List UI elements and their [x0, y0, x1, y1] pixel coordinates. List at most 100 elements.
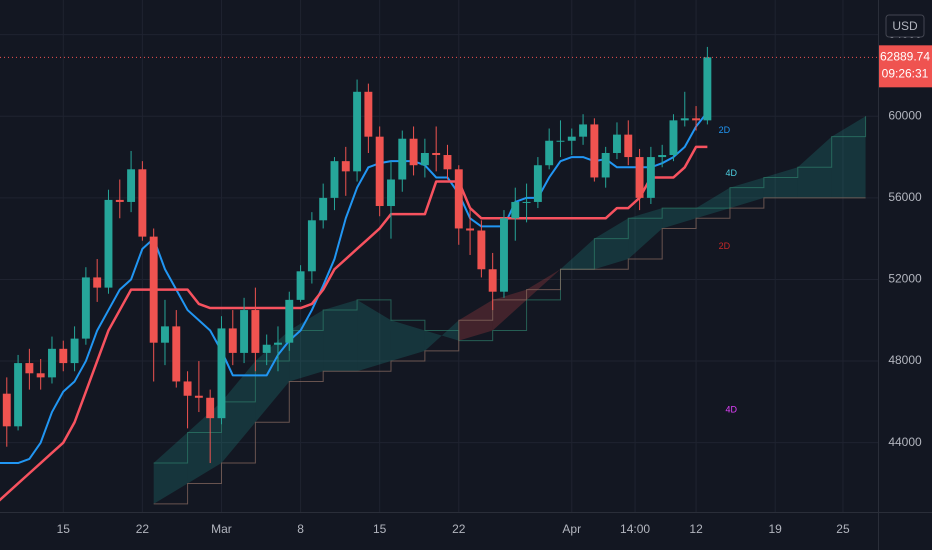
- cloud-segment: [526, 269, 561, 300]
- candle-body: [36, 373, 45, 378]
- candle-body: [228, 328, 237, 353]
- cloud-segment: [763, 167, 798, 198]
- candle-body: [454, 169, 463, 229]
- candle-body: [172, 326, 181, 382]
- x-tick-label: 19: [768, 522, 782, 536]
- candle-body: [296, 271, 305, 300]
- candle-body: [375, 136, 384, 207]
- candle-body: [217, 328, 226, 419]
- candle-body: [669, 120, 678, 156]
- candle-body: [59, 348, 68, 364]
- cloud-segment: [153, 432, 188, 504]
- candle-body: [477, 230, 486, 270]
- candle-body: [70, 338, 79, 364]
- cloud-edge: [153, 197, 866, 505]
- candles: [2, 46, 712, 464]
- candle-body: [81, 277, 90, 339]
- candle-body: [409, 138, 418, 166]
- candle-body: [25, 363, 34, 374]
- candle-body: [48, 348, 56, 378]
- y-tick-label: 48000: [888, 353, 922, 367]
- candle-body: [601, 152, 610, 178]
- x-tick-label: 15: [373, 522, 387, 536]
- cloud-segment: [255, 330, 290, 423]
- candle-body: [646, 157, 655, 198]
- x-tick-label: Apr: [562, 522, 581, 536]
- candle-body: [353, 91, 362, 172]
- y-tick-label: 44000: [888, 435, 922, 449]
- candle-body: [161, 326, 169, 343]
- candle-body: [104, 199, 113, 288]
- indicator-line: [0, 111, 709, 465]
- candle-body: [624, 134, 633, 158]
- candle-body: [443, 155, 452, 170]
- candle-body: [420, 152, 429, 166]
- candle-body: [149, 236, 158, 343]
- y-tick-label: 56000: [888, 190, 922, 204]
- cloud-segment: [729, 177, 764, 209]
- x-tick-label: 12: [689, 522, 703, 536]
- candle-body: [466, 228, 475, 231]
- indicator-line: [0, 145, 708, 502]
- annotation: 2D: [719, 241, 731, 251]
- x-tick-label: 22: [452, 522, 466, 536]
- cloud-edge: [153, 116, 867, 464]
- candle-body: [545, 140, 554, 166]
- candle-body: [613, 134, 621, 153]
- candle-body: [93, 277, 102, 288]
- candle-body: [206, 397, 215, 419]
- countdown-label: 09:26:31: [882, 66, 929, 80]
- cloud-segment: [357, 299, 391, 372]
- cloud-segment: [628, 208, 663, 260]
- candle-body: [194, 395, 203, 398]
- x-tick-label: 25: [836, 522, 850, 536]
- candle-body: [635, 157, 644, 198]
- annotation: 2D: [719, 125, 731, 135]
- annotation: 4D: [725, 168, 737, 178]
- candle-body: [488, 269, 497, 292]
- candle-body: [240, 310, 249, 353]
- x-tick-label: 22: [136, 522, 150, 536]
- cloud-segment: [560, 238, 595, 270]
- annotation: 4D: [725, 404, 737, 414]
- currency-box[interactable]: [885, 14, 925, 38]
- candle-body: [398, 138, 407, 180]
- candle-body: [522, 201, 531, 203]
- candle-body: [533, 165, 542, 202]
- candle-body: [432, 152, 441, 156]
- candle-body: [556, 140, 565, 142]
- cloud-segment: [662, 208, 697, 229]
- cloud-segment: [696, 187, 730, 219]
- x-tick-label: 15: [57, 522, 71, 536]
- candle-body: [251, 310, 260, 353]
- cloud-segment: [289, 310, 324, 382]
- candle-body: [703, 57, 712, 121]
- candle-body: [2, 393, 11, 427]
- candle-body: [319, 197, 328, 221]
- candle-body: [274, 342, 282, 345]
- candle-body: [364, 91, 373, 137]
- cloud-segment: [323, 299, 358, 372]
- candle-body: [138, 169, 147, 237]
- candle-body: [590, 124, 599, 178]
- cloud-segment: [390, 320, 425, 362]
- candle-body: [14, 363, 23, 427]
- cloud-segment: [424, 320, 459, 351]
- last-price-label: 62889.74: [880, 49, 930, 63]
- currency-label[interactable]: USD: [892, 19, 918, 33]
- candle-body: [307, 220, 316, 272]
- grid: [0, 0, 878, 512]
- y-tick-label: 52000: [888, 272, 922, 286]
- candle-body: [127, 169, 136, 202]
- cloud-segment: [187, 401, 222, 484]
- cloud-segment: [594, 218, 629, 270]
- candle-body: [285, 299, 294, 343]
- cloud: [153, 116, 867, 505]
- candle-body: [262, 344, 271, 353]
- x-tick-label: Mar: [211, 522, 232, 536]
- candle-body: [183, 381, 192, 396]
